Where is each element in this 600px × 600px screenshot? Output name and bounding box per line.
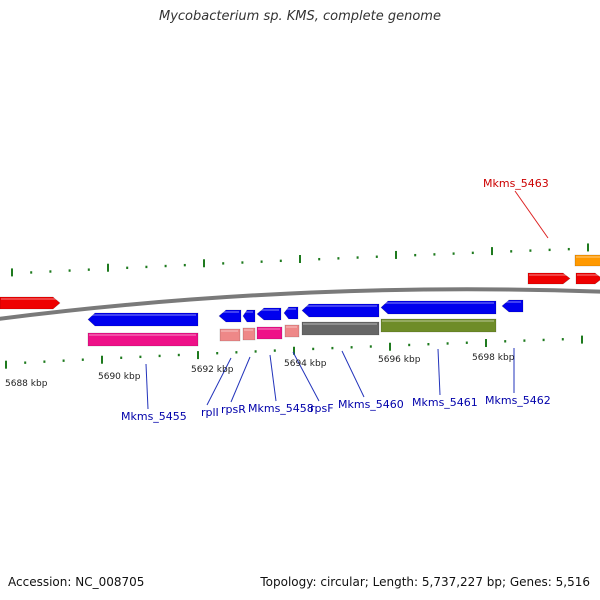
gene-label-rpsr[interactable]: rpsR	[221, 403, 246, 416]
gene-label-rpli[interactable]: rplI	[201, 406, 219, 419]
gene-label-mkms-5462[interactable]: Mkms_5462	[485, 394, 551, 407]
cds-mkms-5460[interactable]	[301, 321, 380, 336]
cds-rpsf[interactable]	[284, 324, 300, 338]
gene-label-mkms-5460[interactable]: Mkms_5460	[338, 398, 404, 411]
outer-tick-row	[11, 243, 589, 277]
label-leader-line	[269, 354, 277, 402]
gene-labels: Mkms_5463 Mkms_5455 rplI rpsR Mkms_5458 …	[121, 177, 551, 423]
gene-label-mkms-5461[interactable]: Mkms_5461	[412, 396, 478, 409]
cds-mkms-5455[interactable]	[87, 332, 199, 347]
gene-label-rpsf[interactable]: rpsF	[310, 402, 334, 415]
gene-mkms-5461[interactable]	[380, 300, 497, 315]
feature-red-right-1[interactable]	[527, 272, 571, 285]
genome-backbone	[0, 287, 600, 321]
label-leaders	[145, 190, 549, 410]
gene-label-mkms-5458[interactable]: Mkms_5458	[248, 402, 314, 415]
feature-layer	[0, 254, 600, 347]
label-leader-line	[341, 350, 365, 398]
label-leader-line	[206, 357, 232, 406]
genome-summary-text: Topology: circular; Length: 5,737,227 bp…	[260, 575, 590, 589]
cds-mkms-5461[interactable]	[380, 318, 497, 333]
label-leader-line	[437, 348, 441, 396]
feature-red-right-2[interactable]	[575, 272, 600, 285]
scale-label: 5692 kbp	[191, 365, 234, 375]
feature-orange[interactable]	[574, 254, 600, 267]
label-leader-line	[514, 190, 549, 239]
gene-rpli[interactable]	[218, 309, 242, 323]
gene-label-mkms-5463[interactable]: Mkms_5463	[483, 177, 549, 190]
scale-label: 5694 kbp	[284, 359, 327, 369]
cds-rpsr[interactable]	[242, 327, 256, 341]
gene-mkms-5458[interactable]	[256, 307, 282, 321]
accession-text: Accession: NC_008705	[8, 575, 145, 589]
label-leader-line	[292, 351, 320, 402]
gene-mkms-5460[interactable]	[301, 303, 380, 318]
gene-mkms-5462[interactable]	[501, 299, 524, 313]
scale-label: 5690 kbp	[98, 372, 141, 382]
scale-label: 5698 kbp	[472, 353, 515, 363]
scale-label: 5688 kbp	[5, 379, 48, 389]
gene-rpsf[interactable]	[283, 306, 299, 320]
scale-label: 5696 kbp	[378, 355, 421, 365]
cds-mkms-5458[interactable]	[256, 326, 283, 340]
map-title: Mycobacterium sp. KMS, complete genome	[159, 9, 441, 24]
scale-labels: 5688 kbp 5690 kbp 5692 kbp 5694 kbp 5696…	[5, 353, 515, 389]
feature-red-left[interactable]	[0, 296, 61, 310]
gene-mkms-5455[interactable]	[87, 312, 199, 327]
gene-label-mkms-5455[interactable]: Mkms_5455	[121, 410, 187, 423]
gene-rpsr[interactable]	[242, 309, 256, 323]
label-leader-line	[145, 363, 149, 410]
label-leader-line	[230, 356, 251, 403]
inner-tick-row	[5, 335, 583, 369]
cds-rpli[interactable]	[219, 328, 241, 342]
